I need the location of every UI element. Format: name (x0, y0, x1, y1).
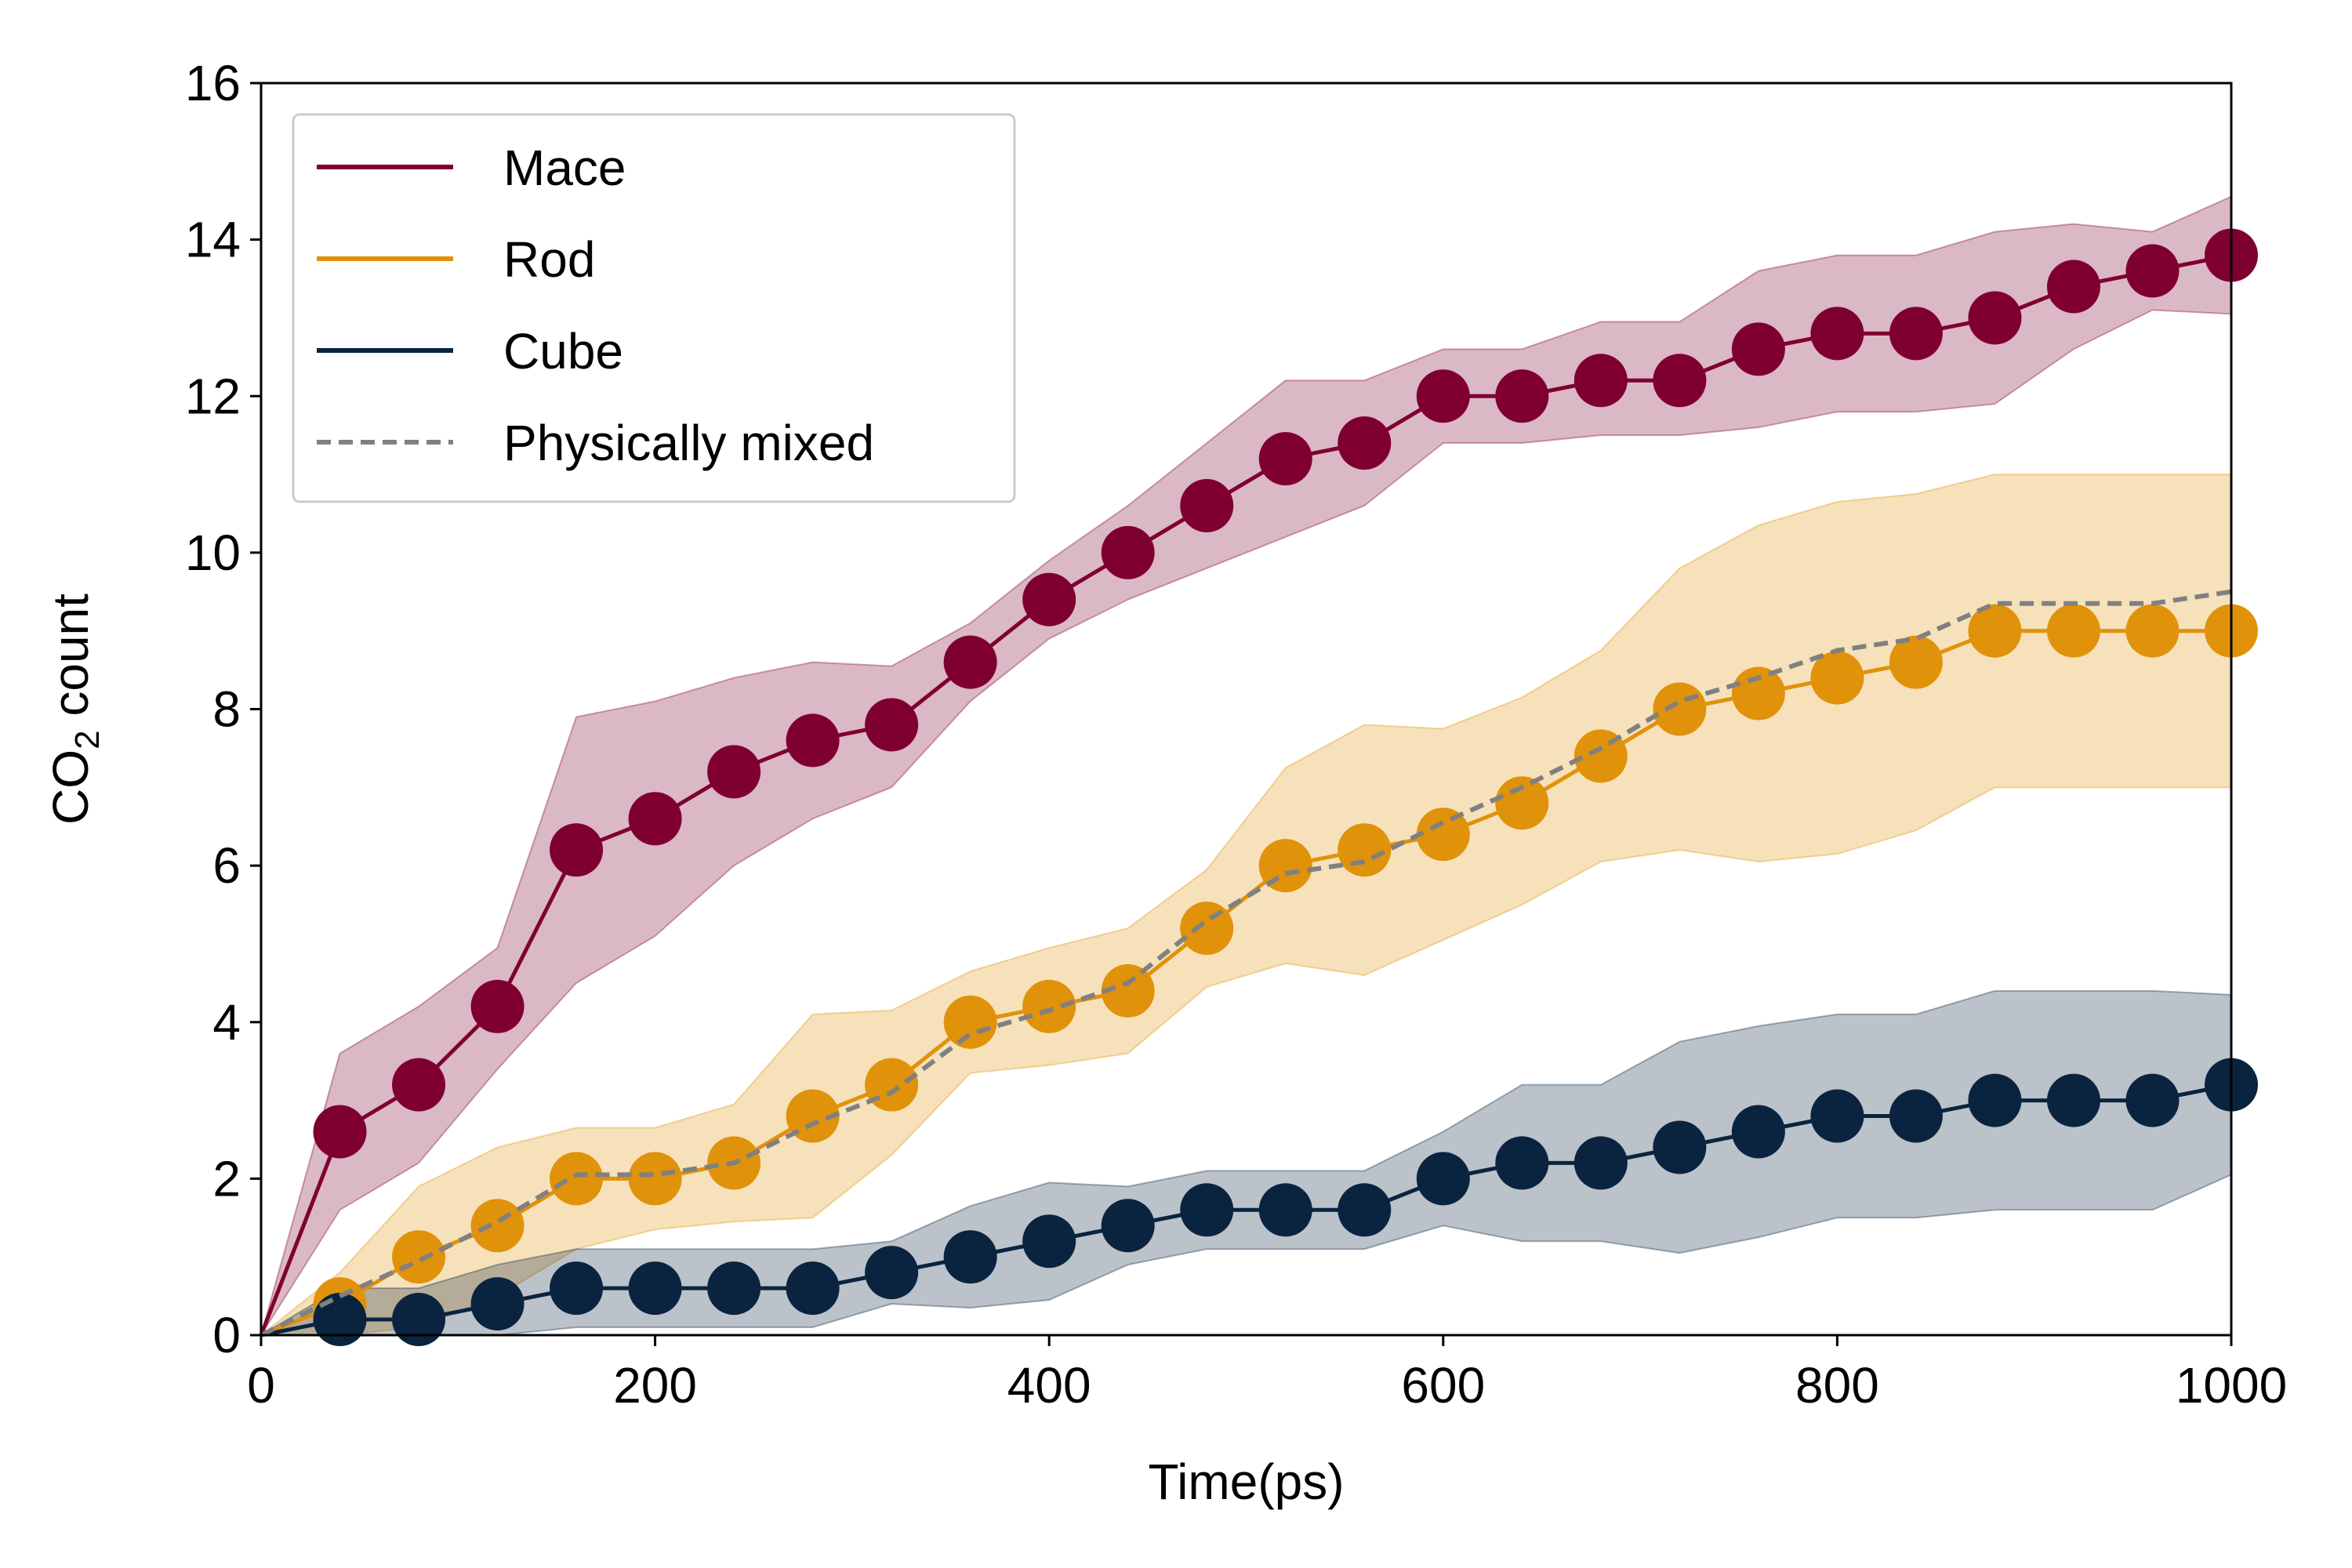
y-tick-label: 12 (185, 368, 241, 424)
rod-point (550, 1152, 604, 1206)
x-tick-label: 400 (1007, 1357, 1091, 1414)
x-tick-label: 200 (613, 1357, 697, 1414)
mace-point (1338, 416, 1392, 470)
cube-point (392, 1293, 446, 1347)
mace-point (1416, 369, 1470, 423)
cube-point (1495, 1136, 1549, 1190)
mace-point (786, 713, 840, 768)
mace-point (943, 635, 997, 689)
cube-point (470, 1277, 524, 1331)
mace-point (1022, 572, 1076, 626)
rod-point (1101, 964, 1155, 1018)
rod-point (1416, 808, 1470, 862)
rod-point (1495, 776, 1549, 830)
rod-point (2125, 604, 2180, 658)
cube-point (1653, 1120, 1707, 1174)
y-tick-label: 10 (185, 524, 241, 581)
mace-point (2046, 260, 2100, 314)
cube-point (707, 1261, 761, 1316)
mace-point (470, 979, 524, 1033)
mace-point (1968, 291, 2022, 345)
y-axis-label: CO2 count (42, 593, 107, 825)
mace-point (392, 1058, 446, 1112)
cube-point (1258, 1183, 1312, 1237)
mace-point (1731, 322, 1785, 376)
cube-point (1731, 1105, 1785, 1159)
y-axis-label-suffix: count (42, 593, 99, 731)
mace-point (1653, 354, 1707, 408)
x-axis-label: Time(ps) (1148, 1454, 1344, 1510)
cube-point (1573, 1136, 1628, 1190)
mace-point (550, 823, 604, 877)
rod-point (470, 1199, 524, 1253)
y-tick-label: 6 (212, 837, 241, 894)
physically-mixed-line (260, 589, 2232, 1338)
y-tick-label: 0 (212, 1307, 241, 1363)
cube-point (1810, 1089, 1864, 1143)
legend: Mace Rod Cube Physically mixed (292, 113, 1016, 503)
rod-point (1022, 979, 1076, 1033)
mace-point (2125, 244, 2180, 298)
cube-point (313, 1293, 367, 1347)
x-tick-label: 600 (1401, 1357, 1485, 1414)
legend-box (292, 113, 1016, 503)
y-tick-label: 4 (212, 994, 241, 1051)
cube-point (1022, 1214, 1076, 1269)
rod-point (392, 1230, 446, 1284)
cube-point (786, 1261, 840, 1316)
rod-point (1968, 604, 2022, 658)
rod-point (1810, 651, 1864, 705)
mace-point (1101, 525, 1155, 579)
rod-point (1889, 635, 1943, 689)
legend-label-cube: Cube (503, 323, 623, 379)
x-tick-label: 800 (1795, 1357, 1879, 1414)
mace-point (865, 698, 919, 752)
cube-point (1889, 1089, 1943, 1143)
y-axis-label-prefix: CO (42, 750, 99, 825)
y-tick-label: 14 (185, 212, 241, 268)
cube-point (943, 1230, 997, 1284)
rod-point (1731, 666, 1785, 720)
x-tick-label: 0 (247, 1357, 275, 1414)
mace-point (1889, 307, 1943, 361)
cube-point (1338, 1183, 1392, 1237)
cube-point (550, 1261, 604, 1316)
cube-point (1180, 1183, 1234, 1237)
mace-point (707, 745, 761, 799)
rod-point (943, 995, 997, 1049)
legend-label-mace: Mace (503, 140, 626, 196)
series-markers (313, 228, 2258, 1347)
mace-point (1258, 432, 1312, 486)
rod-point (1653, 682, 1707, 736)
mace-point (1180, 478, 1234, 532)
mace-point (1810, 307, 1864, 361)
rod-point (1180, 901, 1234, 955)
mace-point (1573, 354, 1628, 408)
cube-point (2046, 1073, 2100, 1127)
legend-label-physically-mixed: Physically mixed (503, 415, 874, 471)
rod-point (2046, 604, 2100, 658)
rod-point (865, 1058, 919, 1112)
mace-point (313, 1105, 367, 1159)
cube-point (865, 1246, 919, 1300)
y-tick-label: 16 (185, 55, 241, 111)
x-axis-ticks: 0 200 400 600 800 1000 (247, 1335, 2287, 1414)
cube-point (2125, 1073, 2180, 1127)
cube-point (1968, 1073, 2022, 1127)
rod-point (628, 1152, 682, 1206)
cube-point (1101, 1199, 1155, 1253)
cube-point (628, 1261, 682, 1316)
legend-label-rod: Rod (503, 231, 595, 288)
cube-point (1416, 1152, 1470, 1206)
y-axis-ticks: 0 2 4 6 8 10 12 14 16 (185, 55, 261, 1363)
y-tick-label: 2 (212, 1150, 241, 1207)
mace-point (628, 792, 682, 846)
x-tick-label: 1000 (2176, 1357, 2287, 1414)
y-axis-label-subscript: 2 (68, 730, 107, 749)
mace-point (1495, 369, 1549, 423)
y-tick-label: 8 (212, 681, 241, 738)
rod-point (786, 1089, 840, 1143)
